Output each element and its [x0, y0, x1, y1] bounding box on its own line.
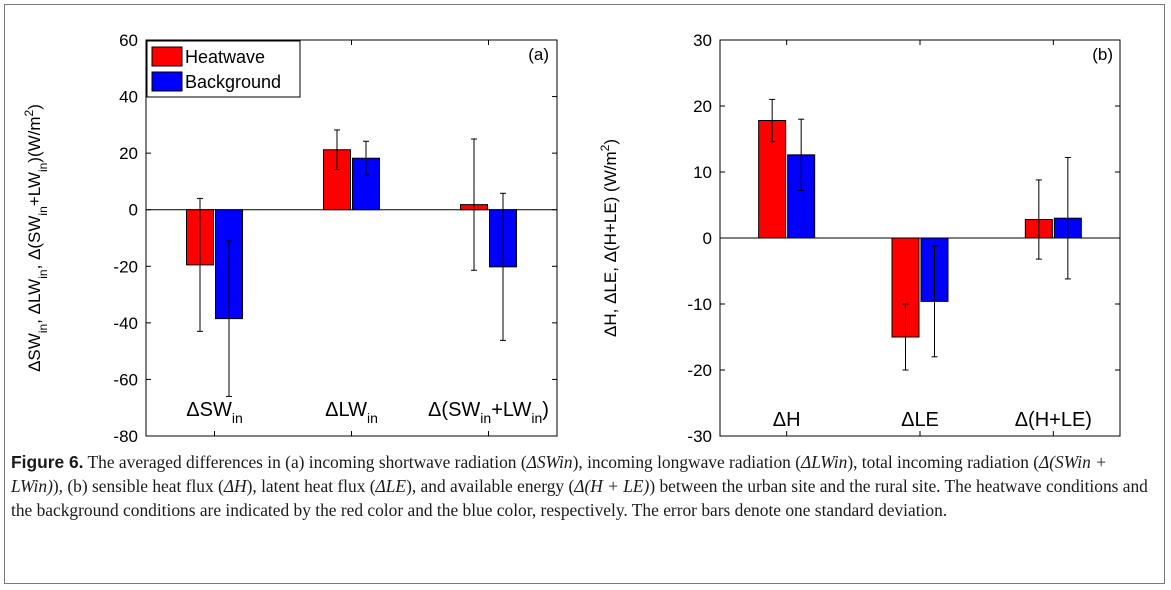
- category-label: Δ(H+LE): [1015, 409, 1092, 431]
- y-tick-label: 60: [119, 31, 138, 50]
- caption-text: ), (b) sensible heat flux (: [52, 476, 224, 496]
- y-tick-label: -20: [113, 257, 138, 276]
- legend: Heatwave Background: [146, 40, 301, 98]
- caption-label: Figure 6.: [11, 452, 84, 472]
- category-label: ΔH: [773, 409, 801, 431]
- y-tick-label: 0: [129, 201, 138, 220]
- y-tick-label: -10: [687, 295, 712, 314]
- y-tick-label: 20: [693, 97, 712, 116]
- y-tick-label: 20: [119, 144, 138, 163]
- y-tick-label: -20: [687, 361, 712, 380]
- caption-var: Δ(H + LE): [574, 476, 650, 496]
- caption-text: ) between the urban site and the rural s…: [11, 476, 1148, 520]
- y-tick-label: -80: [113, 427, 138, 445]
- y-axis-label: ΔH, ΔLE, Δ(H+LE) (W/m2​): [598, 139, 620, 337]
- category-label: Δ(SWin​+LWin​): [428, 399, 549, 426]
- figure-caption: Figure 6. The averaged differences in (a…: [11, 450, 1151, 522]
- legend-swatch: [151, 46, 183, 67]
- caption-text: The averaged differences in (a) incoming…: [83, 452, 527, 472]
- legend-swatch: [151, 71, 183, 92]
- y-tick-label: -30: [687, 427, 712, 445]
- caption-text: ), incoming longwave radiation (: [572, 452, 802, 472]
- panel-label: (a): [528, 45, 549, 64]
- y-axis-label: ΔSWin​, ΔLWin​, Δ(SWin​+LWin​)(W/m2​): [22, 104, 50, 372]
- caption-text: ), total incoming radiation (: [847, 452, 1040, 472]
- category-label: ΔSWin​: [186, 399, 242, 426]
- chart-panel-b: -30 -20 -10 0 10 20 30 ΔH ΔLE Δ(H+LE) ΔH, ΔLE, Δ(H…: [598, 31, 1121, 445]
- caption-var: ΔLE: [375, 476, 407, 496]
- figure-charts: -80 -60 -40 -20 0 20 40 60 ΔSWin​ ΔLWin​ Δ(SWin​+L…: [22, 31, 1121, 445]
- y-tick-label: 30: [693, 31, 712, 50]
- y-tick-label: -60: [113, 370, 138, 389]
- y-tick-label: 10: [693, 163, 712, 182]
- caption-var: ΔH: [223, 476, 247, 496]
- category-label: ΔLWin​: [325, 399, 378, 426]
- y-tick-label: -40: [113, 314, 138, 333]
- legend-label: Heatwave: [185, 47, 265, 67]
- panel-label: (b): [1092, 45, 1113, 64]
- chart-panel-a: -80 -60 -40 -20 0 20 40 60 ΔSWin​ ΔLWin​ Δ(SWin​+L…: [22, 31, 558, 445]
- caption-text: ), and available energy (: [406, 476, 575, 496]
- y-tick-label: 40: [119, 88, 138, 107]
- caption-var: Δ(SWin + LWin): [11, 452, 1107, 496]
- y-tick-label: 0: [703, 229, 712, 248]
- caption-var: ΔLWin: [801, 452, 848, 472]
- figure-frame: [4, 4, 1165, 584]
- caption-text: ), latent heat flux (: [246, 476, 376, 496]
- caption-var: ΔSWin: [526, 452, 573, 472]
- category-label: ΔLE: [901, 409, 939, 431]
- legend-label: Background: [185, 72, 281, 92]
